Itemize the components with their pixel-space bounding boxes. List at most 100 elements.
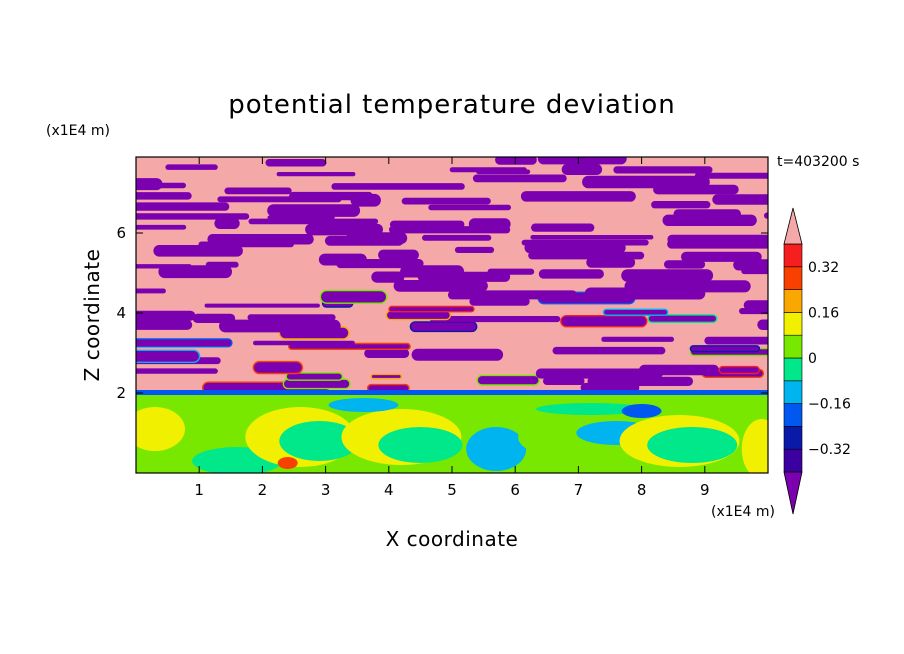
cold-streak	[449, 167, 527, 173]
cold-streak	[401, 197, 491, 205]
cold-streak	[587, 376, 693, 386]
cold-streak	[530, 235, 654, 240]
cold-streak	[224, 187, 292, 195]
lower-eddy	[647, 427, 738, 463]
cold-streak	[165, 164, 218, 170]
cold-streak	[319, 289, 388, 304]
cold-streak	[214, 217, 240, 229]
lower-eddy	[378, 427, 463, 463]
lower-eddy	[328, 398, 399, 412]
cold-streak	[586, 257, 636, 268]
cold-streak	[136, 178, 163, 191]
cold-streak	[429, 316, 561, 323]
cold-streak	[520, 191, 636, 202]
colorbar-segment	[783, 403, 803, 427]
cold-streak	[364, 348, 410, 358]
y-tick-label: 2	[116, 384, 126, 402]
y-tick-label: 6	[116, 224, 126, 242]
x-tick-label: 4	[384, 481, 394, 499]
cold-streak	[276, 172, 356, 177]
cold-streak	[561, 163, 603, 175]
cold-streak	[560, 315, 648, 328]
x-tick-label: 5	[447, 481, 457, 499]
x-tick-label: 8	[637, 481, 647, 499]
cold-streak	[537, 157, 627, 165]
cold-streak	[422, 234, 492, 241]
colorbar-segment	[783, 266, 803, 290]
cold-streak	[409, 321, 478, 333]
cold-streak	[647, 314, 718, 323]
cold-streak	[247, 314, 336, 321]
cold-streak	[411, 348, 504, 361]
colorbar-segment	[783, 289, 803, 313]
cold-streak	[454, 246, 495, 253]
colorbar-segment	[783, 357, 803, 382]
cold-streak	[136, 368, 218, 374]
cold-streak	[531, 223, 595, 232]
cold-streak	[204, 303, 320, 308]
plot-area	[136, 157, 768, 473]
cold-streak	[624, 280, 751, 293]
cold-streak	[285, 372, 344, 381]
cold-streak	[673, 209, 741, 219]
colorbar-extend-high	[783, 207, 803, 245]
lower-boundary-layer	[136, 390, 768, 473]
colorbar-segment	[783, 243, 803, 268]
cold-streak	[743, 300, 768, 311]
cold-streak	[764, 212, 768, 219]
cold-streak	[136, 224, 187, 230]
cold-streak	[681, 251, 762, 262]
colorbar-tick-label: 0.16	[808, 305, 839, 321]
x-tick-label: 7	[574, 481, 584, 499]
cold-streak	[689, 345, 761, 353]
cold-streak	[712, 194, 768, 205]
cold-streak	[694, 172, 768, 179]
cold-streak	[472, 174, 567, 183]
colorbar-tick-label: −0.16	[808, 397, 851, 413]
cold-streak	[267, 204, 361, 217]
lower-eddy	[277, 457, 298, 469]
cold-streak	[538, 269, 604, 279]
cold-streak	[528, 251, 645, 260]
cold-streak	[389, 220, 465, 229]
cold-streak	[704, 336, 768, 345]
y-axis: 2 4 6	[116, 224, 768, 402]
cold-streak	[136, 338, 233, 348]
cold-streak	[476, 374, 540, 386]
cold-streak	[651, 201, 711, 209]
lower-eddy	[136, 407, 185, 451]
cold-streak	[371, 271, 405, 283]
x-axis-label: X coordinate	[386, 527, 519, 551]
x-unit-label: (x1E4 m)	[711, 504, 775, 520]
x-tick-label: 3	[321, 481, 331, 499]
cold-streak	[667, 234, 768, 244]
cold-streak	[136, 202, 230, 211]
cold-streak	[265, 159, 327, 167]
chart-title: potential temperature deviation	[228, 90, 675, 120]
cold-streak	[305, 223, 383, 236]
cold-streak	[331, 183, 465, 190]
lower-eddy	[536, 403, 646, 415]
cold-streak	[136, 320, 174, 326]
colorbar-tick-label: 0.32	[808, 260, 839, 276]
y-axis-label: Z coordinate	[80, 249, 104, 382]
cold-streak	[639, 364, 720, 376]
upper-turbulent-band	[136, 157, 768, 395]
cold-streak	[253, 340, 355, 346]
cold-streak	[664, 260, 706, 269]
transition-edge	[136, 390, 768, 395]
cold-streak	[378, 249, 419, 261]
x-tick-label: 6	[510, 481, 520, 499]
lower-eddy	[741, 419, 768, 473]
cold-streak	[153, 245, 243, 257]
colorbar-extend-low	[783, 471, 803, 515]
x-tick-label: 1	[194, 481, 204, 499]
cold-streak	[370, 373, 403, 380]
cold-streak	[718, 365, 761, 375]
x-tick-label: 2	[258, 481, 268, 499]
y-tick-label: 4	[116, 304, 126, 322]
cold-streak	[543, 377, 585, 385]
cold-streak	[192, 313, 236, 323]
colorbar-segment	[783, 448, 803, 473]
cold-streak	[205, 261, 239, 268]
